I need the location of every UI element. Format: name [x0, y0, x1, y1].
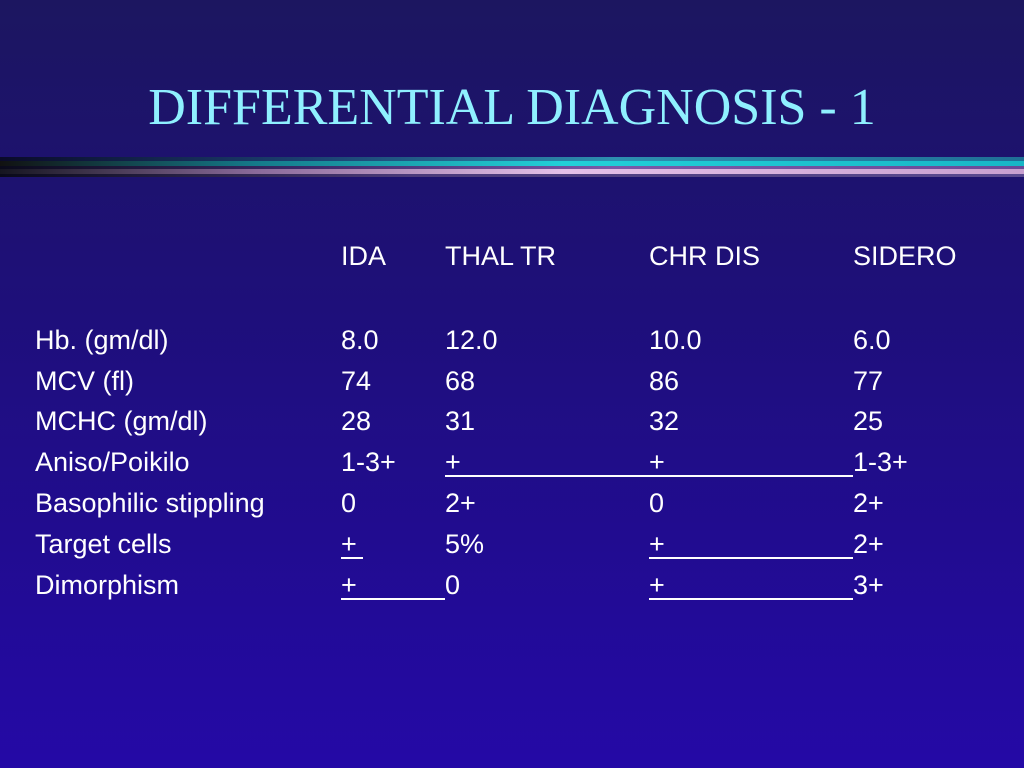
- table-cell: 2+: [853, 529, 884, 559]
- table-cell: 74: [341, 366, 372, 396]
- table-cell: 5%: [445, 529, 485, 559]
- table-cell: 12.0: [445, 325, 498, 355]
- slide-title: DIFFERENTIAL DIAGNOSIS - 1: [148, 79, 876, 136]
- table-cell: 0: [649, 488, 665, 518]
- table-cell: 2+: [445, 488, 476, 518]
- column-header-ida: IDA: [341, 241, 387, 271]
- table-cell: 8.0: [341, 325, 379, 355]
- table-cell: 6.0: [853, 325, 891, 355]
- table-cell: 28: [341, 406, 372, 436]
- table-cell: 77: [853, 366, 884, 396]
- title-divider: [0, 157, 1024, 181]
- underline: [341, 557, 363, 559]
- column-header-sidero: SIDERO: [853, 241, 957, 271]
- table-cell: +: [649, 570, 665, 600]
- table-cell: +: [649, 447, 665, 477]
- underline: [649, 557, 853, 559]
- table-cell: 1-3+: [341, 447, 396, 477]
- column-header-thal-tr: THAL TR: [445, 241, 557, 271]
- row-label-target-cells: Target cells: [35, 529, 172, 559]
- underline: [445, 475, 853, 477]
- table-cell: 32: [649, 406, 680, 436]
- row-label-dimorphism: Dimorphism: [35, 570, 180, 600]
- column-header-chr-dis: CHR DIS: [649, 241, 761, 271]
- row-label-mcv: MCV (fl): [35, 366, 134, 396]
- table-cell: +: [649, 529, 665, 559]
- table-cell: 2+: [853, 488, 884, 518]
- table-cell: 3+: [853, 570, 884, 600]
- row-label-mchc: MCHC (gm/dl): [35, 406, 208, 436]
- underline: [341, 598, 445, 600]
- row-label-hb: Hb. (gm/dl): [35, 325, 169, 355]
- table-cell: +: [445, 447, 461, 477]
- table-cell: 31: [445, 406, 476, 436]
- table-cell: 0: [445, 570, 461, 600]
- underline: [649, 598, 853, 600]
- table-cell: 10.0: [649, 325, 702, 355]
- row-label-basophilic-stippling: Basophilic stippling: [35, 488, 265, 518]
- table-cell: 25: [853, 406, 884, 436]
- table-cell: 0: [341, 488, 357, 518]
- table-cell: 68: [445, 366, 476, 396]
- row-label-aniso-poikilo: Aniso/Poikilo: [35, 447, 190, 477]
- table-cell: +: [341, 570, 357, 600]
- table-cell: 86: [649, 366, 680, 396]
- table-cell: 1-3+: [853, 447, 908, 477]
- table-cell: +: [341, 529, 357, 559]
